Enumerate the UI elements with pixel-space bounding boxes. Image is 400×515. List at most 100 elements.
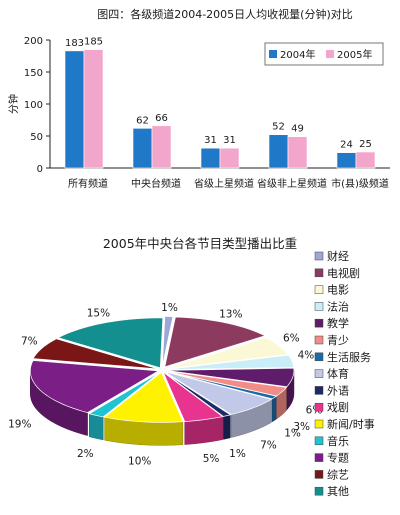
- legend-swatch: [326, 50, 334, 58]
- bar-legend: 2004年 2005年: [264, 42, 384, 66]
- pie-percent-labels: 1%13%6%4%6%3%1%7%1%5%10%2%19%7%15%: [8, 302, 322, 467]
- legend-swatch: [314, 386, 324, 395]
- pie-3d: [29, 316, 295, 446]
- bar-value-label: 31: [204, 135, 217, 146]
- legend-swatch: [314, 402, 324, 412]
- pie-percent-label: 5%: [203, 453, 220, 465]
- bar-2004: [64, 50, 85, 169]
- pie-slice-side: [223, 414, 231, 440]
- legend-swatch: [314, 453, 324, 462]
- pie-slice: [161, 316, 174, 367]
- pie-slice: [162, 371, 224, 422]
- pie-percent-label: 4%: [298, 349, 315, 361]
- x-tick-label: 市(县)级频道: [331, 177, 389, 190]
- bar-2005: [287, 136, 308, 169]
- pie-slice: [103, 371, 184, 423]
- bar-value-label: 52: [272, 122, 285, 133]
- bar-value-label: 183: [65, 38, 84, 49]
- legend-swatch: [314, 302, 324, 311]
- bar-value-label: 24: [340, 140, 353, 151]
- y-tick-label: 150: [24, 68, 43, 79]
- legend-swatch: [314, 419, 324, 429]
- x-tick-label: 省级非上星频道: [257, 177, 327, 190]
- pie-side-walls: [30, 370, 295, 446]
- y-tick-label: 100: [24, 100, 43, 111]
- bar-2005: [219, 147, 240, 169]
- pie-slice: [29, 360, 160, 413]
- bar-value-label: 185: [84, 37, 103, 48]
- bar-2004: [336, 152, 357, 169]
- legend-swatch: [314, 335, 324, 345]
- bar-legend-frame: [264, 42, 384, 66]
- legend-swatch: [269, 50, 277, 58]
- pie-percent-label: 2%: [77, 448, 94, 460]
- legend-label: 专题: [327, 451, 349, 465]
- bar-value-label: 25: [359, 139, 372, 150]
- pie-slice: [163, 371, 232, 417]
- legend-label: 生活服务: [327, 350, 371, 364]
- x-tick-label: 中央台频道: [131, 177, 181, 190]
- bar-2004: [200, 147, 221, 169]
- bar-2005: [83, 49, 104, 169]
- x-tick-labels: 所有频道 中央台频道 省级上星频道 省级非上星频道 市(县)级频道: [68, 177, 389, 190]
- legend-label: 青少: [327, 334, 349, 347]
- bar-value-label: 49: [291, 124, 304, 135]
- bar-value-label: 66: [155, 113, 168, 124]
- bar-value-label: 31: [223, 135, 236, 146]
- pie-slice-side: [89, 413, 104, 441]
- legend-label: 音乐: [327, 434, 349, 448]
- pie-percent-label: 6%: [283, 333, 300, 345]
- pie-slice: [165, 354, 295, 370]
- pie-chart: 2005年中央台各节目类型播出比重 1%13%6%4%6%3%1%7%1%5%1…: [8, 236, 375, 498]
- legend-swatch: [314, 369, 324, 378]
- pie-chart-title: 2005年中央台各节目类型播出比重: [103, 236, 297, 251]
- legend-label: 其他: [327, 485, 349, 498]
- legend-label: 外语: [327, 384, 349, 397]
- bar-2005: [355, 151, 376, 169]
- pie-slice: [164, 316, 267, 368]
- pie-percent-label: 3%: [293, 421, 310, 433]
- bar-value-label: 62: [136, 115, 149, 126]
- legend-label: 电影: [327, 284, 349, 297]
- legend-swatch: [314, 251, 324, 261]
- bar-chart: 图四：各级频道2004-2005日人均收视量(分钟)对比 分钟 0 50 100 15…: [7, 7, 390, 190]
- bars: [64, 49, 376, 169]
- pie-percent-label: 19%: [8, 419, 31, 431]
- y-tick-label: 0: [37, 164, 43, 175]
- bar-value-labels: 183 185 62 66 31 31 52 49 24 25: [65, 37, 372, 151]
- y-tick-labels: 0 50 100 150 200: [24, 36, 43, 175]
- legend-swatch: [314, 285, 324, 294]
- pie-percent-label: 7%: [260, 439, 277, 451]
- y-tick-label: 50: [30, 132, 43, 143]
- pie-slice-side: [271, 395, 277, 423]
- pie-top-faces: [29, 316, 295, 423]
- legend-swatch: [314, 486, 324, 496]
- bar-2005: [151, 125, 172, 169]
- legend-swatch: [314, 318, 324, 328]
- y-tick-label: 200: [24, 36, 43, 47]
- pie-slice: [165, 337, 289, 370]
- legend-label: 财经: [327, 249, 349, 263]
- legend-label: 综艺: [327, 467, 349, 481]
- pie-slice: [164, 371, 273, 415]
- legend-label: 电视剧: [327, 266, 360, 280]
- legend-label: 2005年: [337, 48, 372, 61]
- pie-slice: [57, 317, 164, 369]
- pie-slice: [165, 370, 278, 400]
- legend-label: 戏剧: [327, 401, 349, 414]
- x-tick-label: 省级上星频道: [194, 177, 254, 190]
- pie-slice: [165, 367, 295, 388]
- legend-label: 体育: [327, 367, 349, 381]
- legend-label: 教学: [327, 316, 349, 330]
- pie-percent-label: 1%: [284, 428, 301, 440]
- legend-swatch: [314, 352, 324, 362]
- y-axis-label: 分钟: [7, 94, 20, 114]
- legend-label: 法治: [327, 299, 349, 313]
- pie-percent-label: 1%: [229, 448, 246, 460]
- pie-percent-label: 1%: [161, 302, 178, 314]
- pie-slice: [88, 371, 161, 418]
- legend-swatch: [314, 436, 324, 446]
- legend-label: 2004年: [280, 48, 315, 61]
